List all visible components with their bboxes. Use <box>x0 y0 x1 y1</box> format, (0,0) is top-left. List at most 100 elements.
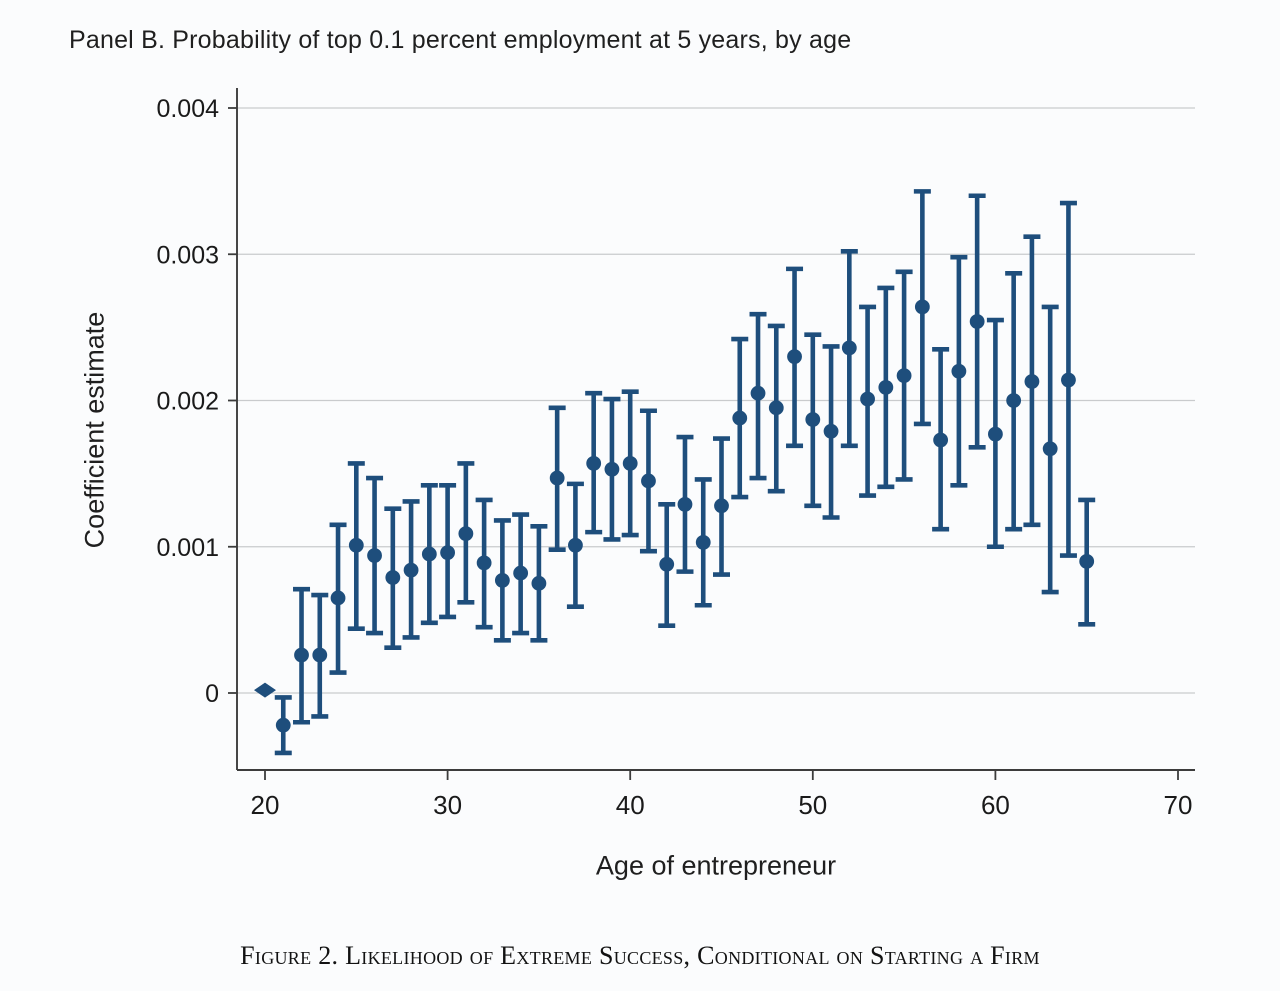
point-marker <box>1042 441 1058 457</box>
y-tick-label: 0.002 <box>156 388 219 416</box>
point-marker <box>695 534 711 550</box>
errorbar-age-62 <box>1023 234 1041 528</box>
coefficient-plot: 0 0.001 0.002 0.003 0.004 20 30 40 50 60 70 <box>156 88 1195 820</box>
point-marker <box>367 548 382 563</box>
errorbar-age-53 <box>859 304 877 498</box>
errorbar-age-33 <box>493 518 511 643</box>
x-tick-label: 20 <box>251 790 280 820</box>
errorbar-age-23 <box>311 592 329 719</box>
x-axis-ticks: 20 30 40 50 60 70 <box>251 770 1193 820</box>
errorbar-age-46 <box>731 336 749 500</box>
y-tick-label: 0.003 <box>156 241 219 269</box>
errorbar-age-58 <box>950 254 968 488</box>
point-marker <box>312 647 328 663</box>
point-marker <box>951 363 967 379</box>
y-tick-label: 0.001 <box>156 534 219 562</box>
point-marker <box>440 545 455 560</box>
errorbar-series <box>254 189 1096 756</box>
errorbar-age-52 <box>840 249 858 449</box>
errorbar-age-56 <box>913 189 931 427</box>
point-marker <box>933 432 949 448</box>
point-marker <box>421 546 437 562</box>
point-marker <box>330 590 346 606</box>
x-tick-label: 40 <box>616 790 645 820</box>
errorbar-age-36 <box>548 405 566 552</box>
point-marker <box>531 575 547 591</box>
errorbar-age-24 <box>329 522 347 675</box>
y-tick-label: 0 <box>205 680 219 708</box>
point-marker <box>1061 372 1076 388</box>
errorbar-age-44 <box>694 477 712 608</box>
errorbar-age-21 <box>274 695 292 756</box>
point-marker <box>494 572 510 588</box>
point-marker <box>348 537 364 553</box>
point-marker <box>586 455 602 471</box>
point-marker <box>823 423 839 439</box>
point-marker <box>659 556 675 572</box>
errorbar-age-29 <box>420 483 438 626</box>
point-marker <box>914 299 930 315</box>
x-tick-label: 60 <box>981 790 1010 820</box>
errorbar-age-34 <box>512 512 530 636</box>
errorbar-age-22 <box>293 586 311 725</box>
y-tick-label: 0.004 <box>156 95 219 123</box>
point-marker <box>294 647 309 663</box>
point-marker <box>476 555 492 571</box>
point-marker <box>275 717 291 733</box>
errorbar-age-57 <box>932 347 950 532</box>
errorbar-age-61 <box>1005 270 1023 532</box>
errorbar-age-63 <box>1041 304 1059 595</box>
errorbar-age-50 <box>804 332 822 509</box>
point-marker <box>805 412 821 427</box>
errorbar-age-47 <box>749 311 767 481</box>
errorbar-age-31 <box>457 461 475 605</box>
errorbar-age-38 <box>585 390 603 535</box>
point-marker <box>622 455 638 471</box>
point-marker <box>787 349 802 365</box>
point-marker <box>896 368 912 384</box>
errorbar-age-64 <box>1059 200 1077 558</box>
errorbar-age-49 <box>786 266 804 449</box>
point-marker <box>549 470 565 486</box>
errorbar-age-39 <box>603 396 621 542</box>
errorbar-age-28 <box>402 499 420 640</box>
x-axis-title: Age of entrepreneur <box>595 850 837 881</box>
errorbar-age-42 <box>658 502 676 629</box>
point-marker <box>878 379 894 395</box>
point-marker <box>860 391 875 407</box>
errorbar-age-51 <box>822 344 840 520</box>
errorbar-age-55 <box>895 269 913 482</box>
errorbar-age-37 <box>566 481 584 610</box>
errorbar-age-26 <box>366 475 384 636</box>
errorbar-age-60 <box>986 317 1004 550</box>
errorbar-age-65 <box>1078 497 1096 627</box>
panel-title: Panel B. Probability of top 0.1 percent … <box>69 26 852 54</box>
errorbar-age-43 <box>676 434 694 574</box>
axes <box>236 88 1195 771</box>
errorbar-age-59 <box>968 193 986 450</box>
reference-diamond-marker <box>254 682 276 698</box>
point-marker <box>1024 374 1040 389</box>
point-marker <box>677 496 693 512</box>
x-tick-label: 70 <box>1164 790 1193 820</box>
point-marker <box>513 565 529 581</box>
point-marker <box>1006 393 1022 408</box>
errorbar-age-41 <box>639 408 657 554</box>
point-marker <box>714 498 729 514</box>
errorbar-age-25 <box>347 461 365 631</box>
errorbar-age-35 <box>530 523 548 643</box>
x-tick-label: 50 <box>798 790 827 820</box>
point-marker <box>385 570 401 585</box>
errorbar-age-45 <box>713 436 730 577</box>
errorbar-age-27 <box>384 506 402 650</box>
point-marker <box>768 400 784 416</box>
point-marker <box>841 340 857 356</box>
point-marker <box>732 410 748 426</box>
point-marker <box>1079 553 1095 569</box>
point-marker <box>641 473 656 489</box>
errorbar-age-30 <box>439 483 457 620</box>
errorbar-age-54 <box>877 285 895 490</box>
errorbar-age-48 <box>767 323 785 494</box>
point-marker <box>604 461 620 477</box>
gridlines <box>237 107 1195 694</box>
